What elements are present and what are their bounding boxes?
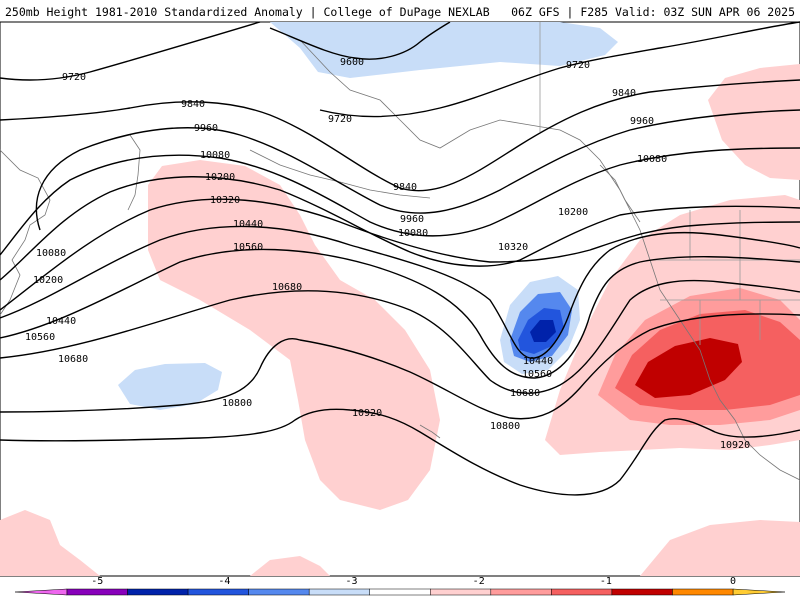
contour-10080 — [0, 147, 800, 256]
contour-10320 — [0, 198, 800, 311]
contour-label: 10200 — [558, 207, 588, 218]
colorbar-swatch — [430, 588, 492, 596]
contour-label: 9720 — [328, 114, 352, 125]
contour-label: 10920 — [720, 440, 750, 451]
contour-label: 9600 — [340, 57, 364, 68]
contour-label: 10320 — [498, 242, 528, 253]
contour-label: 9960 — [630, 116, 654, 127]
colorbar-swatch — [127, 588, 189, 596]
contour-label: 10560 — [233, 242, 263, 253]
contour-label: 10080 — [200, 150, 230, 161]
contour-label: 10560 — [522, 369, 552, 380]
colorbar-swatch — [490, 588, 552, 596]
contour-label: 10080 — [398, 228, 428, 239]
contour-labels: 9600 9720 9720 9720 9840 9840 9840 9960 … — [25, 57, 750, 451]
mexico-coast — [734, 419, 800, 481]
contour-label: 10440 — [46, 316, 76, 327]
negative-anomaly-midpacific — [118, 363, 222, 410]
colorbar-tick-label: 0 — [730, 576, 736, 587]
negative-anomaly-arctic — [270, 22, 618, 78]
contour-label: 9840 — [393, 182, 417, 193]
us-states — [650, 210, 800, 345]
colorbar-swatch — [672, 588, 734, 596]
asia-coast — [0, 149, 51, 316]
positive-anomaly-westcoast-4 — [635, 338, 742, 398]
contour-9840 — [0, 79, 800, 192]
positive-anomaly-pacific — [148, 160, 440, 510]
colorbar-swatch — [732, 588, 786, 596]
contour-label: 10680 — [510, 388, 540, 399]
colorbar-swatch — [66, 588, 128, 596]
colorbar-tick-label: -2 — [473, 576, 485, 587]
contour-label: 10200 — [33, 275, 63, 286]
model-run-info: 06Z GFS | F285 Valid: 03Z SUN APR 06 202… — [511, 5, 795, 19]
colorbar-swatch — [14, 588, 68, 596]
contour-label: 9960 — [194, 123, 218, 134]
colorbar-tick-label: -3 — [346, 576, 358, 587]
colorbar-ticks: -5-4-3-2-1012345 — [91, 576, 736, 587]
contour-9960 — [35, 109, 800, 231]
positive-anomaly-south-2 — [250, 556, 330, 576]
contour-label: 9960 — [400, 214, 424, 225]
map-title: 250mb Height 1981-2010 Standardized Anom… — [5, 5, 490, 19]
contour-label: 10800 — [490, 421, 520, 432]
bc-coast — [599, 164, 641, 223]
contour-label: 10920 — [352, 408, 382, 419]
contour-10560 — [0, 248, 800, 379]
height-contours — [0, 21, 800, 496]
colorbar-swatch — [248, 588, 310, 596]
contour-label: 10800 — [222, 398, 252, 409]
contour-label: 10080 — [36, 248, 66, 259]
map-header: 250mb Height 1981-2010 Standardized Anom… — [0, 0, 800, 22]
contour-10800 — [0, 313, 800, 420]
hawaii — [419, 424, 441, 439]
colorbar-tick-label: -4 — [218, 576, 230, 587]
colorbar-swatches — [14, 588, 786, 596]
colorbar-tick-label: -5 — [91, 576, 103, 587]
colorbar: -5-4-3-2-1012345 — [14, 576, 786, 596]
contour-10680 — [0, 279, 800, 394]
colorbar-swatch — [369, 588, 431, 596]
coastlines — [0, 22, 800, 481]
colorbar-swatch — [187, 588, 249, 596]
positive-anomaly-south-1 — [0, 510, 100, 576]
contour-9720 — [0, 21, 800, 118]
contour-label: 10200 — [205, 172, 235, 183]
colorbar-tick-label: -1 — [600, 576, 612, 587]
contour-label: 9720 — [62, 72, 86, 83]
positive-anomaly-northeast — [708, 64, 800, 180]
negative-anomaly-trough-4 — [530, 320, 556, 342]
contour-label: 10080 — [637, 154, 667, 165]
contour-10200 — [0, 176, 800, 281]
contour-label: 9720 — [566, 60, 590, 71]
positive-anomaly-south-3 — [640, 520, 800, 576]
colorbar-swatch — [611, 588, 673, 596]
colorbar-swatch — [551, 588, 613, 596]
contour-label: 10680 — [58, 354, 88, 365]
contour-9600 — [269, 21, 451, 60]
contour-label: 10680 — [272, 282, 302, 293]
contour-label: 10320 — [210, 195, 240, 206]
alaska-coast — [299, 39, 736, 421]
contour-10920 — [0, 408, 800, 496]
contour-label: 10440 — [233, 219, 263, 230]
contour-10440 — [0, 225, 800, 359]
contour-label: 10440 — [523, 356, 553, 367]
contour-label: 9840 — [612, 88, 636, 99]
aleutians — [249, 149, 431, 199]
contour-label: 9840 — [181, 99, 205, 110]
colorbar-swatch — [308, 588, 370, 596]
contour-label: 10560 — [25, 332, 55, 343]
